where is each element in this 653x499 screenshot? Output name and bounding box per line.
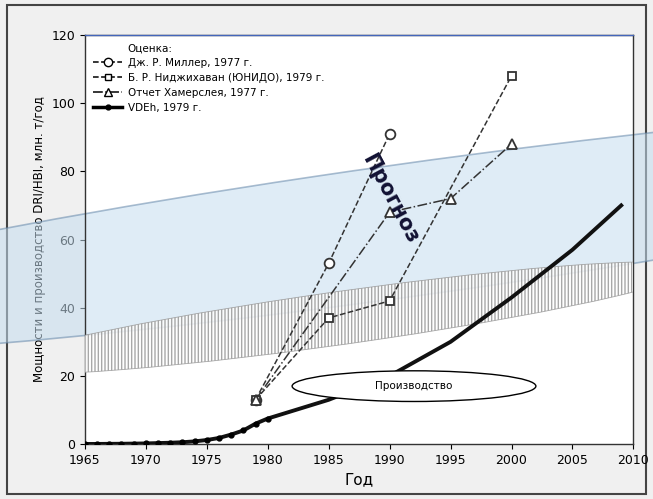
Text: Производство: Производство [375,381,453,391]
Text: Прогноз: Прогноз [358,150,422,247]
Ellipse shape [0,262,653,374]
Ellipse shape [292,371,536,402]
X-axis label: Год: Год [345,473,374,488]
Legend: Оценка:, Дж. Р. Миллер, 1977 г., Б. Р. Ниджихаван (ЮНИДО), 1979 г., Отчет Хамерс: Оценка:, Дж. Р. Миллер, 1977 г., Б. Р. Н… [89,39,328,117]
Ellipse shape [0,102,653,357]
Y-axis label: Мощности и производство DRI/HBI, млн. т/год: Мощности и производство DRI/HBI, млн. т/… [33,97,46,382]
